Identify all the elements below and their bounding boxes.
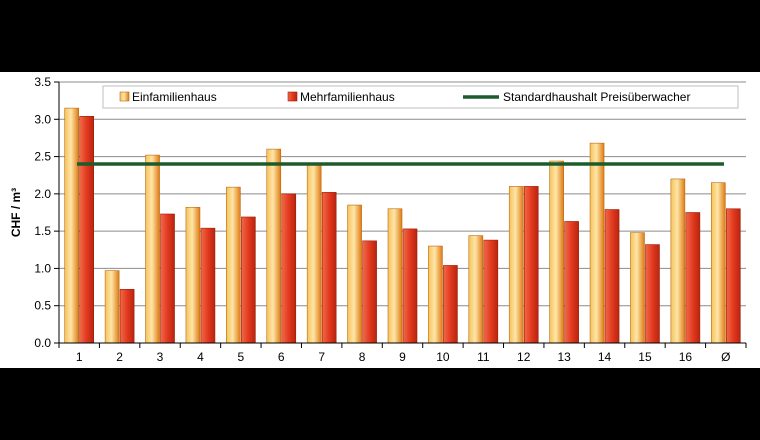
bar-mehrfamilienhaus [645,244,660,344]
bar-einfamilienhaus [468,235,484,344]
y-tick-label: 0.5 [34,299,51,313]
bar-einfamilienhaus [145,154,160,344]
legend-box [102,85,739,109]
bar-einfamilienhaus [670,178,686,344]
bar-einfamilienhaus [710,182,726,344]
y-axis-label: CHF / m³ [9,188,23,237]
x-tick-label: 4 [197,350,204,364]
bar-mehrfamilienhaus [443,265,458,344]
bar-mehrfamilienhaus [725,208,741,344]
x-tick-label: 12 [517,350,531,364]
x-tick-label: 16 [679,350,693,364]
x-tick-label: 8 [359,350,366,364]
bar-mehrfamilienhaus [483,239,499,344]
legend-item-einfamilienhaus-swatch [119,91,130,102]
chart-panel: 0.0 0.5 1.0 1.5 2.0 2.5 3.0 3.5 1 2 3 4 5 6 7 8 9 10 11 12 1… [0,72,760,368]
legend-item-standardhaushalt-label: Standardhaushalt Preisüberwacher [503,90,690,104]
bar-einfamilienhaus [185,206,201,344]
x-tick-label: 15 [638,350,652,364]
bar-mehrfamilienhaus [604,209,620,344]
bar-einfamilienhaus [347,204,362,344]
bar-einfamilienhaus [104,270,120,344]
y-tick-label: 1.0 [34,261,51,275]
x-tick-label: 2 [116,350,123,364]
bar-einfamilienhaus [226,186,241,344]
bar-mehrfamilienhaus [523,186,539,344]
x-tick-label: 1 [76,350,83,364]
legend: Einfamilienhaus Mehrfamilienhaus Standardh… [102,85,739,109]
x-tick-label: 7 [318,350,325,364]
y-tick-label: 1.5 [34,224,51,238]
bar-einfamilienhaus [508,186,524,344]
legend-item-mehrfamilienhaus-swatch [287,91,298,102]
bar-mehrfamilienhaus [160,213,175,344]
bar-mehrfamilienhaus [241,216,256,344]
bar-einfamilienhaus [428,245,443,344]
bar-mehrfamilienhaus [685,212,701,344]
x-tick-label: 14 [598,350,612,364]
bar-einfamilienhaus [266,148,282,344]
axes: 0.00.51.01.52.02.53.03.51 2 3 4 5 6 7 8 9 10 11 12 1… [34,75,747,364]
legend-item-mehrfamilienhaus-label: Mehrfamilienhaus [300,90,395,104]
y-tick-label: 0.0 [34,336,51,350]
bar-mehrfamilienhaus [402,228,418,344]
bar-einfamilienhaus [387,208,403,344]
bar-einfamilienhaus [549,160,564,344]
bar-mehrfamilienhaus [200,227,216,344]
x-tick-label: 6 [278,350,285,364]
bars [64,107,741,344]
x-tick-label: 9 [399,350,406,364]
legend-item-einfamilienhaus-label: Einfamilienhaus [132,90,217,104]
x-tick-label: 10 [436,350,450,364]
bar-einfamilienhaus [306,163,322,344]
y-tick-label: 2.0 [34,187,51,201]
bar-einfamilienhaus [589,142,605,344]
x-tick-label: 11 [477,350,490,364]
x-tick-label: 3 [157,350,164,364]
y-tick-label: 3.0 [34,112,51,126]
x-tick-label: 5 [238,350,245,364]
bar-chart: 0.00.51.01.52.02.53.03.51 2 3 4 5 6 7 8 9 10 11 12 1… [9,75,747,364]
y-tick-label: 2.5 [34,150,51,164]
bar-mehrfamilienhaus [79,116,95,344]
bar-mehrfamilienhaus [119,289,135,344]
bar-mehrfamilienhaus [321,192,337,344]
x-tick-label: Ø [721,350,730,364]
bar-einfamilienhaus [64,107,80,344]
y-tick-label: 3.5 [34,75,51,89]
x-tick-label: 13 [557,350,571,364]
bar-mehrfamilienhaus [362,240,377,344]
bar-einfamilienhaus [630,232,645,344]
bar-mehrfamilienhaus [564,221,579,344]
bar-mehrfamilienhaus [281,193,297,344]
